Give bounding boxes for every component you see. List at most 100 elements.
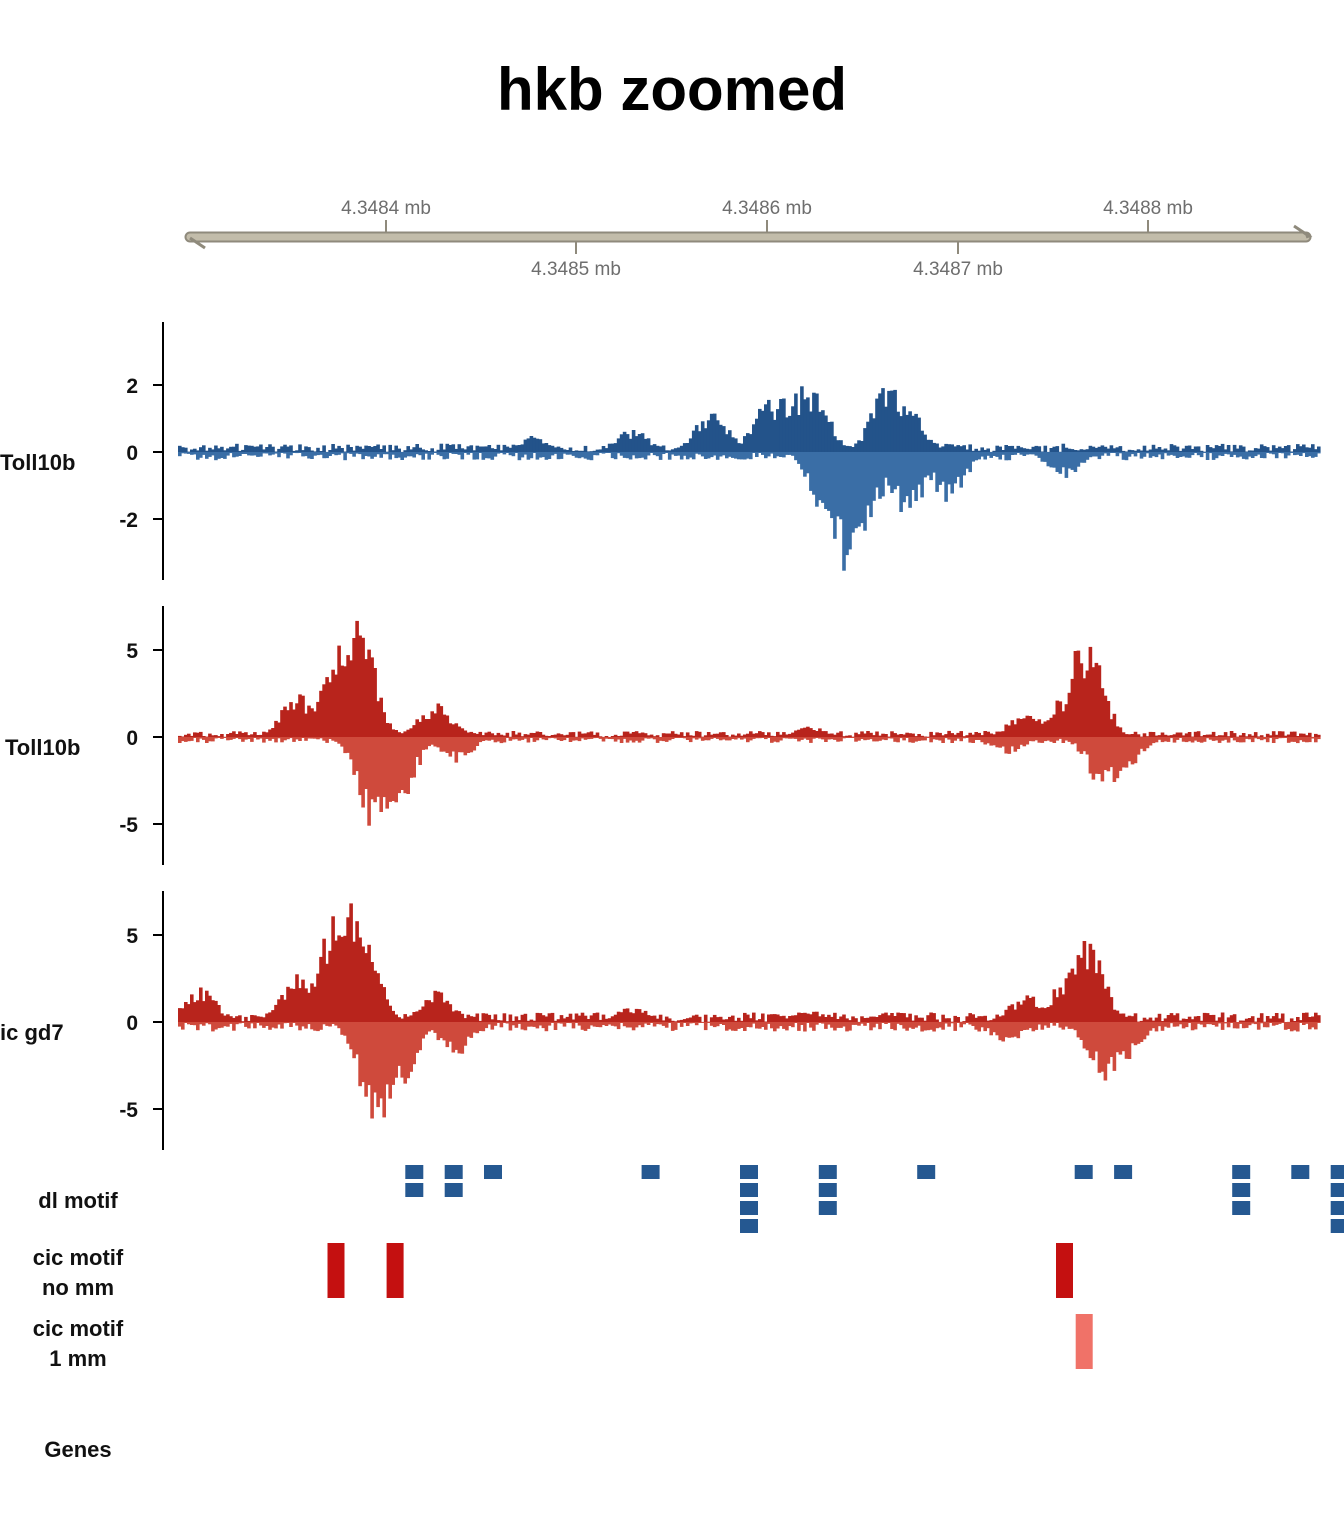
coverage-bar-negative xyxy=(247,1022,251,1029)
coverage-bar-positive xyxy=(715,420,720,452)
coverage-bar-negative xyxy=(971,737,975,743)
chart-title: hkb zoomed xyxy=(496,56,847,123)
coverage-bar-positive xyxy=(316,447,320,452)
coverage-bar-negative xyxy=(325,737,329,743)
coverage-bar-negative xyxy=(1097,1022,1102,1073)
coverage-bar-positive xyxy=(1274,448,1279,452)
coverage-bar-positive xyxy=(1019,447,1024,452)
cic-1mm-features xyxy=(1075,1314,1093,1369)
coverage-bar-negative xyxy=(412,452,416,458)
coverage-bar-negative xyxy=(1121,737,1126,768)
coverage-bar-negative xyxy=(649,452,654,453)
coverage-bar-negative xyxy=(1262,737,1267,740)
coverage-bar-positive xyxy=(607,443,612,452)
coverage-bar-positive xyxy=(613,443,618,452)
coverage-bar-positive xyxy=(532,437,537,452)
coverage-bar-positive xyxy=(1139,450,1144,452)
coverage-bar-positive xyxy=(1118,446,1123,452)
coverage-bar-negative xyxy=(370,737,374,800)
coverage-bar-negative xyxy=(574,737,579,741)
coverage-bar-negative xyxy=(1271,452,1276,455)
coverage-bar-positive xyxy=(1214,736,1219,738)
coverage-bar-positive xyxy=(1136,449,1141,452)
coverage-bar-positive xyxy=(1085,670,1090,737)
coverage-bar-negative xyxy=(755,737,759,739)
coverage-bar-positive xyxy=(1016,445,1021,452)
coverage-bar-positive xyxy=(956,1017,960,1022)
coverage-bar-positive xyxy=(968,444,972,452)
coverage-bar-negative xyxy=(646,452,651,456)
coverage-bar-positive xyxy=(1004,1009,1008,1022)
coverage-bar-positive xyxy=(379,449,383,452)
coverage-bar-negative xyxy=(893,452,897,490)
coverage-bar-positive xyxy=(1013,1009,1018,1022)
coverage-bar-positive xyxy=(977,450,981,452)
coverage-bar-positive xyxy=(571,1019,576,1022)
coverage-bar-positive xyxy=(286,986,290,1022)
coverage-bar-negative xyxy=(466,1022,471,1037)
coverage-bar-negative xyxy=(1142,737,1147,752)
coverage-bar-negative xyxy=(977,737,981,740)
coverage-bar-negative xyxy=(800,1022,804,1025)
coverage-bar-negative xyxy=(1163,737,1168,742)
coverage-bar-negative xyxy=(1022,737,1027,747)
coverage-bar-negative xyxy=(1223,1022,1228,1024)
coverage-bar-positive xyxy=(628,733,633,737)
coverage-bar-negative xyxy=(376,452,380,455)
coverage-bar-positive xyxy=(1070,449,1075,452)
coverage-bar-negative xyxy=(451,1022,456,1053)
coverage-bar-negative xyxy=(397,737,401,794)
coverage-bar-positive xyxy=(1112,1009,1117,1022)
coverage-bar-negative xyxy=(649,1022,654,1023)
coverage-bar-negative xyxy=(433,1022,437,1033)
coverage-bar-negative xyxy=(1022,1022,1027,1030)
coverage-bar-positive xyxy=(214,735,218,737)
coverage-bar-positive xyxy=(1013,724,1018,737)
coverage-bar-positive xyxy=(1088,943,1093,1022)
coverage-bar-positive xyxy=(628,1012,633,1022)
coverage-bar-positive xyxy=(854,1018,858,1022)
coverage-bar-positive xyxy=(833,1012,837,1022)
coverage-bar-negative xyxy=(505,737,510,738)
coverage-bar-negative xyxy=(205,1022,209,1024)
coverage-bar-negative xyxy=(956,452,960,477)
genome-tick-label-top-1: 4.3484 mb xyxy=(341,198,431,219)
coverage-bar-negative xyxy=(679,452,684,460)
coverage-bar-negative xyxy=(355,737,359,772)
coverage-bar-positive xyxy=(235,443,239,452)
coverage-bar-negative xyxy=(562,1022,567,1027)
coverage-bar-negative xyxy=(496,1022,501,1023)
coverage-bar-negative xyxy=(550,737,555,738)
coverage-bar-negative xyxy=(803,452,807,477)
coverage-bar-negative xyxy=(319,452,323,455)
coverage-bar-negative xyxy=(286,1022,290,1023)
coverage-bar-negative xyxy=(259,1022,263,1026)
coverage-bar-positive xyxy=(725,735,729,737)
coverage-bar-positive xyxy=(1109,445,1114,452)
coverage-bar-negative xyxy=(926,452,930,476)
coverage-bar-negative xyxy=(1214,452,1219,459)
coverage-bar-negative xyxy=(280,1022,284,1029)
coverage-bar-negative xyxy=(749,452,753,460)
coverage-bar-positive xyxy=(815,731,819,737)
coverage-bar-negative xyxy=(1175,452,1180,458)
coverage-bar-positive xyxy=(1112,713,1117,737)
coverage-bar-positive xyxy=(499,734,504,737)
coverage-bar-negative xyxy=(728,737,732,741)
coverage-bar-positive xyxy=(1247,734,1252,737)
coverage-bar-positive xyxy=(1034,445,1039,452)
coverage-bar-negative xyxy=(313,452,317,456)
coverage-bar-positive xyxy=(316,973,320,1022)
coverage-bar-negative xyxy=(722,1022,726,1025)
coverage-bar-negative xyxy=(1118,452,1123,454)
coverage-bar-negative xyxy=(788,452,792,455)
coverage-bar-negative xyxy=(1205,1022,1210,1025)
coverage-bar-positive xyxy=(202,445,206,452)
coverage-bar-negative xyxy=(670,737,675,739)
coverage-bar-positive xyxy=(184,1002,188,1022)
coverage-bar-negative xyxy=(797,737,801,742)
coverage-bar-negative xyxy=(190,737,194,741)
coverage-bar-positive xyxy=(836,732,840,737)
coverage-bar-positive xyxy=(382,987,386,1022)
